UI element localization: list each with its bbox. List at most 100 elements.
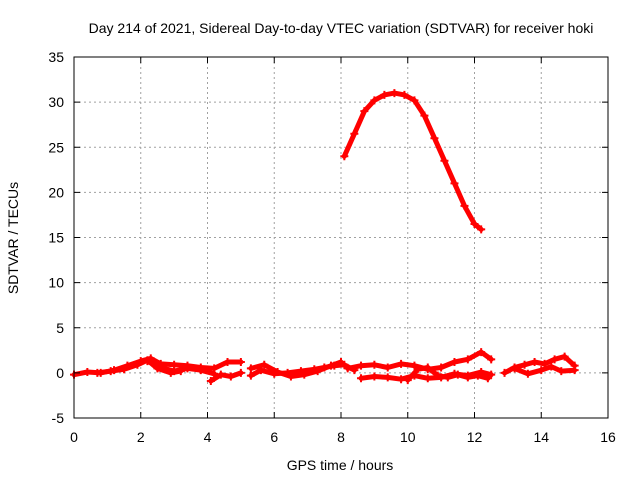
- data-point: [390, 89, 399, 98]
- data-point: [360, 107, 369, 116]
- data-point: [477, 225, 486, 234]
- data-point: [500, 368, 509, 377]
- data-point: [463, 373, 472, 382]
- data-point: [340, 152, 349, 161]
- y-tick-label: 30: [48, 94, 64, 110]
- data-point: [206, 376, 215, 385]
- y-tick-label: -5: [52, 410, 65, 426]
- data-point: [443, 373, 452, 382]
- data-point: [383, 363, 392, 372]
- data-point: [370, 360, 379, 369]
- data-point: [223, 358, 232, 367]
- data-point: [470, 219, 479, 228]
- data-point: [477, 348, 486, 357]
- data-point: [83, 367, 92, 376]
- data-point: [547, 362, 556, 371]
- x-tick-label: 0: [70, 429, 78, 445]
- data-point: [530, 358, 539, 367]
- data-point: [226, 372, 235, 381]
- data-point: [286, 372, 295, 381]
- series-satellite-arc-c: [143, 357, 219, 378]
- axis-ticks: 0 2 4 6 8 10 12 14 16 -5 0 5 10 15 20 25 30 35: [48, 49, 616, 445]
- series-satellite-arc-d: [206, 368, 245, 385]
- series-satellite-arc-f: [246, 358, 345, 381]
- data-point: [93, 368, 102, 377]
- data-point: [133, 360, 142, 369]
- data-point: [510, 364, 519, 373]
- x-tick-label: 4: [204, 429, 212, 445]
- x-tick-label: 8: [337, 429, 345, 445]
- data-point: [383, 373, 392, 382]
- data-point: [537, 366, 546, 375]
- series-satellite-arc-high: [340, 89, 486, 234]
- data-point: [423, 363, 432, 372]
- data-point: [313, 367, 322, 376]
- data-point: [183, 364, 192, 373]
- data-point: [260, 360, 269, 369]
- data-point: [357, 374, 366, 383]
- y-tick-label: 25: [48, 139, 64, 155]
- x-tick-label: 2: [137, 429, 145, 445]
- y-tick-label: 5: [56, 320, 64, 336]
- data-point: [400, 90, 409, 99]
- data-point: [453, 370, 462, 379]
- chart-title: Day 214 of 2021, Sidereal Day-to-day VTE…: [89, 20, 594, 36]
- data-point: [420, 111, 429, 120]
- data-point: [403, 376, 412, 385]
- x-tick-label: 16: [600, 429, 616, 445]
- data-point: [423, 374, 432, 383]
- data-point: [450, 179, 459, 188]
- data-point: [246, 364, 255, 373]
- data-point: [350, 129, 359, 138]
- x-tick-label: 10: [400, 429, 416, 445]
- y-tick-label: 10: [48, 275, 64, 291]
- x-tick-label: 6: [270, 429, 278, 445]
- data-series: [70, 89, 579, 385]
- data-point: [450, 358, 459, 367]
- data-point: [337, 358, 345, 367]
- grid: [74, 57, 608, 418]
- data-point: [357, 361, 366, 370]
- data-point: [216, 370, 225, 379]
- data-point: [483, 374, 492, 383]
- data-point: [413, 365, 422, 374]
- data-point: [460, 201, 469, 210]
- data-point: [523, 369, 532, 378]
- y-tick-label: 35: [48, 49, 64, 65]
- data-point: [343, 364, 352, 373]
- data-point: [156, 363, 165, 372]
- data-point: [143, 357, 152, 366]
- y-axis-label: SDTVAR / TECUs: [5, 182, 21, 294]
- data-point: [370, 372, 379, 381]
- data-point: [473, 371, 482, 380]
- data-point: [550, 355, 559, 364]
- x-tick-label: 12: [467, 429, 483, 445]
- data-point: [120, 365, 129, 374]
- data-point: [326, 361, 335, 370]
- data-point: [196, 366, 205, 375]
- data-point: [410, 96, 419, 105]
- data-point: [106, 367, 115, 376]
- series-satellite-arc-k: [510, 362, 579, 378]
- data-point: [300, 370, 309, 379]
- data-point: [437, 363, 446, 372]
- data-point: [440, 156, 449, 165]
- data-point: [397, 359, 406, 368]
- data-point: [380, 90, 389, 99]
- data-point: [170, 367, 179, 376]
- series-satellite-arc-i: [403, 363, 492, 385]
- data-point: [430, 134, 439, 143]
- data-point: [236, 358, 245, 367]
- data-point: [557, 367, 566, 376]
- data-point: [273, 367, 282, 376]
- x-tick-label: 14: [533, 429, 549, 445]
- data-point: [520, 360, 529, 369]
- data-point: [246, 371, 255, 380]
- y-tick-label: 15: [48, 230, 64, 246]
- y-tick-label: 20: [48, 184, 64, 200]
- y-tick-label: 0: [56, 365, 64, 381]
- data-point: [236, 368, 245, 377]
- data-point: [433, 371, 442, 380]
- data-point: [560, 352, 569, 361]
